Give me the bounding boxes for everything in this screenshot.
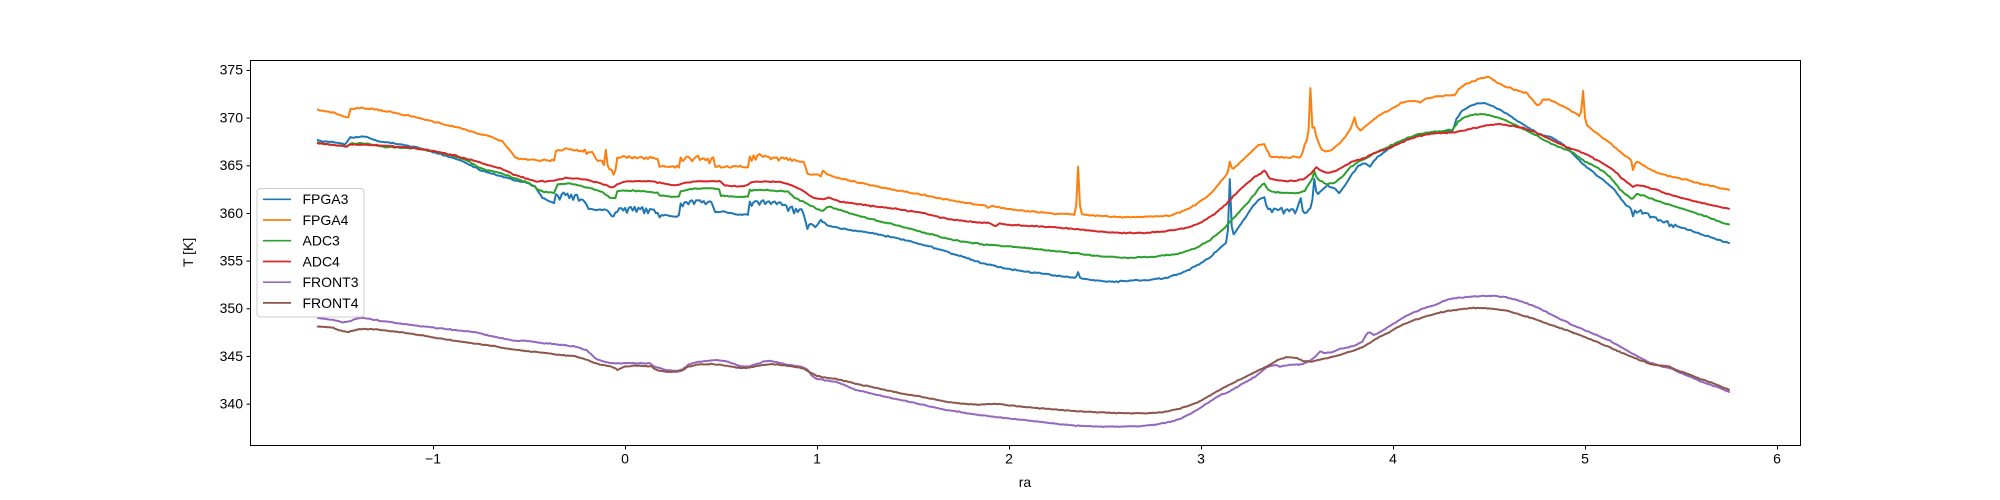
svg-text:T [K]: T [K] — [180, 238, 196, 267]
svg-text:350: 350 — [220, 300, 244, 316]
svg-text:FPGA4: FPGA4 — [303, 212, 349, 228]
svg-text:FPGA3: FPGA3 — [303, 191, 349, 207]
svg-text:2: 2 — [1005, 451, 1013, 467]
svg-text:345: 345 — [220, 348, 244, 364]
svg-text:ra: ra — [1019, 474, 1032, 490]
svg-text:ADC3: ADC3 — [303, 233, 341, 249]
svg-text:5: 5 — [1581, 451, 1589, 467]
svg-text:FRONT4: FRONT4 — [303, 295, 359, 311]
svg-text:0: 0 — [621, 451, 629, 467]
svg-text:375: 375 — [220, 62, 244, 78]
svg-text:340: 340 — [220, 396, 244, 412]
svg-text:3: 3 — [1197, 451, 1205, 467]
svg-text:355: 355 — [220, 252, 244, 268]
svg-text:360: 360 — [220, 205, 244, 221]
svg-text:365: 365 — [220, 157, 244, 173]
svg-text:1: 1 — [813, 451, 821, 467]
svg-text:FRONT3: FRONT3 — [303, 274, 359, 290]
svg-text:4: 4 — [1389, 451, 1397, 467]
svg-text:6: 6 — [1773, 451, 1781, 467]
svg-text:ADC4: ADC4 — [303, 253, 341, 269]
svg-text:−1: −1 — [425, 451, 441, 467]
svg-text:370: 370 — [220, 109, 244, 125]
